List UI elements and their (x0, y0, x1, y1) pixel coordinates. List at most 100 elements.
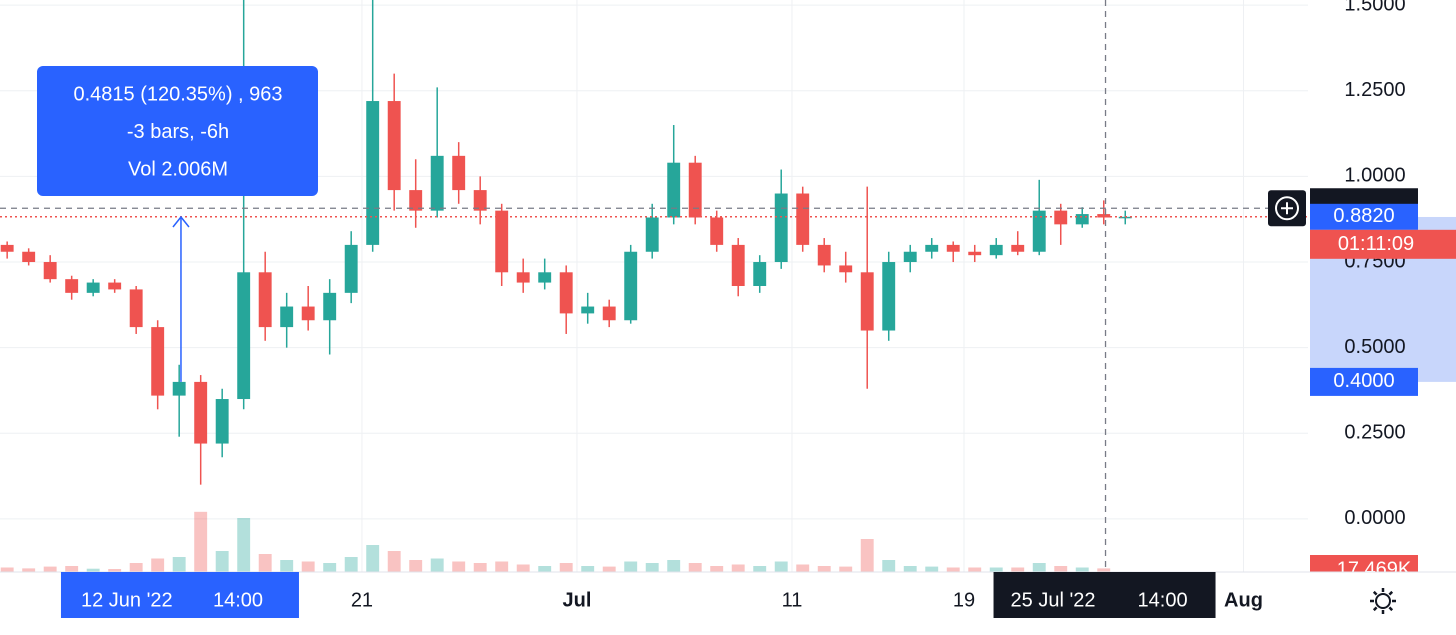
measure-arrowhead (172, 215, 190, 228)
candle-body (366, 101, 380, 245)
volume-bar (1032, 563, 1046, 572)
volume-bar (602, 566, 616, 572)
volume-bar (0, 567, 14, 572)
gear-tooth (1372, 606, 1378, 612)
volume-bar (237, 518, 251, 572)
volume-bar (688, 563, 702, 572)
volume-bar (409, 560, 423, 572)
y-tick-label: 0.2500 (1344, 422, 1405, 444)
volume-bar (710, 566, 724, 572)
candle-body (43, 262, 57, 280)
candle-body (624, 251, 638, 321)
candle-body (817, 244, 831, 266)
volume-bar (731, 564, 745, 572)
volume-bar (301, 561, 315, 572)
volume-bar (538, 566, 552, 572)
volume-bar (1075, 567, 1089, 572)
volume-bar (452, 561, 466, 572)
candle-body (538, 272, 552, 283)
volume-bar (473, 563, 487, 572)
volume-bar (882, 560, 896, 572)
candle-body (645, 217, 659, 252)
x-tick-label: Aug (1224, 589, 1263, 611)
candle-body (667, 162, 681, 218)
volume-bar (1011, 567, 1025, 572)
candle-body (129, 289, 143, 328)
y-tick-label: 1.0000 (1344, 165, 1405, 187)
candle-body (280, 306, 294, 328)
candle-body (1032, 210, 1046, 252)
candle-body (344, 244, 358, 293)
volume-bar (258, 554, 272, 572)
candle-body (774, 193, 788, 263)
volume-bar (22, 568, 36, 572)
measure-date-box (60, 572, 299, 618)
candle-body (151, 327, 165, 396)
volume-bar (581, 566, 595, 572)
candle-body (925, 244, 939, 252)
volume-bar (839, 566, 853, 572)
candle-body (753, 262, 767, 286)
candle-body (882, 262, 896, 331)
measure-price-box (1310, 367, 1418, 396)
volume-bar (925, 566, 939, 572)
candle-body (559, 272, 573, 314)
y-tick-label: 0.0000 (1344, 507, 1405, 529)
volume-bar (387, 551, 401, 572)
candle-body (796, 193, 810, 245)
volume-bar (559, 563, 573, 572)
volume-bar (817, 566, 831, 572)
volume-bar (215, 551, 229, 572)
volume-bar (108, 569, 122, 572)
candle-body (0, 244, 14, 252)
y-tick-label: 1.5000 (1344, 0, 1405, 15)
volume-box (1310, 555, 1418, 572)
volume-bar (172, 557, 186, 572)
candle-body (387, 101, 401, 191)
volume-bar (65, 566, 79, 572)
crosshair-time: 14:00 (1138, 589, 1188, 611)
volume-bar (753, 566, 767, 572)
volume-bar (280, 560, 294, 572)
volume-bar (194, 511, 208, 572)
x-tick-label: Jul (563, 589, 592, 611)
candle-body (108, 282, 122, 290)
candle-body (903, 251, 917, 263)
volume-bar (968, 567, 982, 572)
candle-body (473, 190, 487, 211)
measure-price-label: 0.4000 (1333, 370, 1394, 392)
crosshair-date: 25 Jul '22 (1011, 589, 1096, 611)
volume-bar (624, 561, 638, 572)
crosshair-price-box (1310, 188, 1418, 209)
measure-text: 0.4815 (120.35%) , 963 (73, 83, 282, 105)
candle-body (258, 272, 272, 328)
candle-body (452, 155, 466, 191)
volume-bar (86, 568, 100, 572)
gear-tooth (1388, 590, 1394, 596)
add-icon (1281, 202, 1293, 215)
volume-bar (796, 564, 810, 572)
candle-body (194, 381, 208, 444)
candle-body (301, 306, 315, 321)
y-tick-label: 0.5000 (1344, 336, 1405, 358)
volume-bar (1097, 568, 1111, 572)
countdown-box (1310, 229, 1456, 259)
volume-bar (516, 564, 530, 572)
settings-button[interactable] (1370, 588, 1396, 614)
gear-tooth (1372, 590, 1378, 596)
candle-body (860, 272, 874, 331)
volume-bar (129, 563, 143, 572)
candle-body (430, 155, 444, 211)
candle-body (409, 190, 423, 211)
measure-date: 12 Jun '22 (81, 589, 173, 611)
candle-body (516, 272, 530, 283)
measure-time: 14:00 (213, 589, 263, 611)
x-tick-label: 11 (782, 589, 803, 611)
candle-body (946, 244, 960, 252)
candle-body (602, 306, 616, 321)
volume-bar (903, 566, 917, 572)
candle-body (65, 279, 79, 293)
candle-body (688, 162, 702, 218)
candle-body (323, 292, 337, 321)
